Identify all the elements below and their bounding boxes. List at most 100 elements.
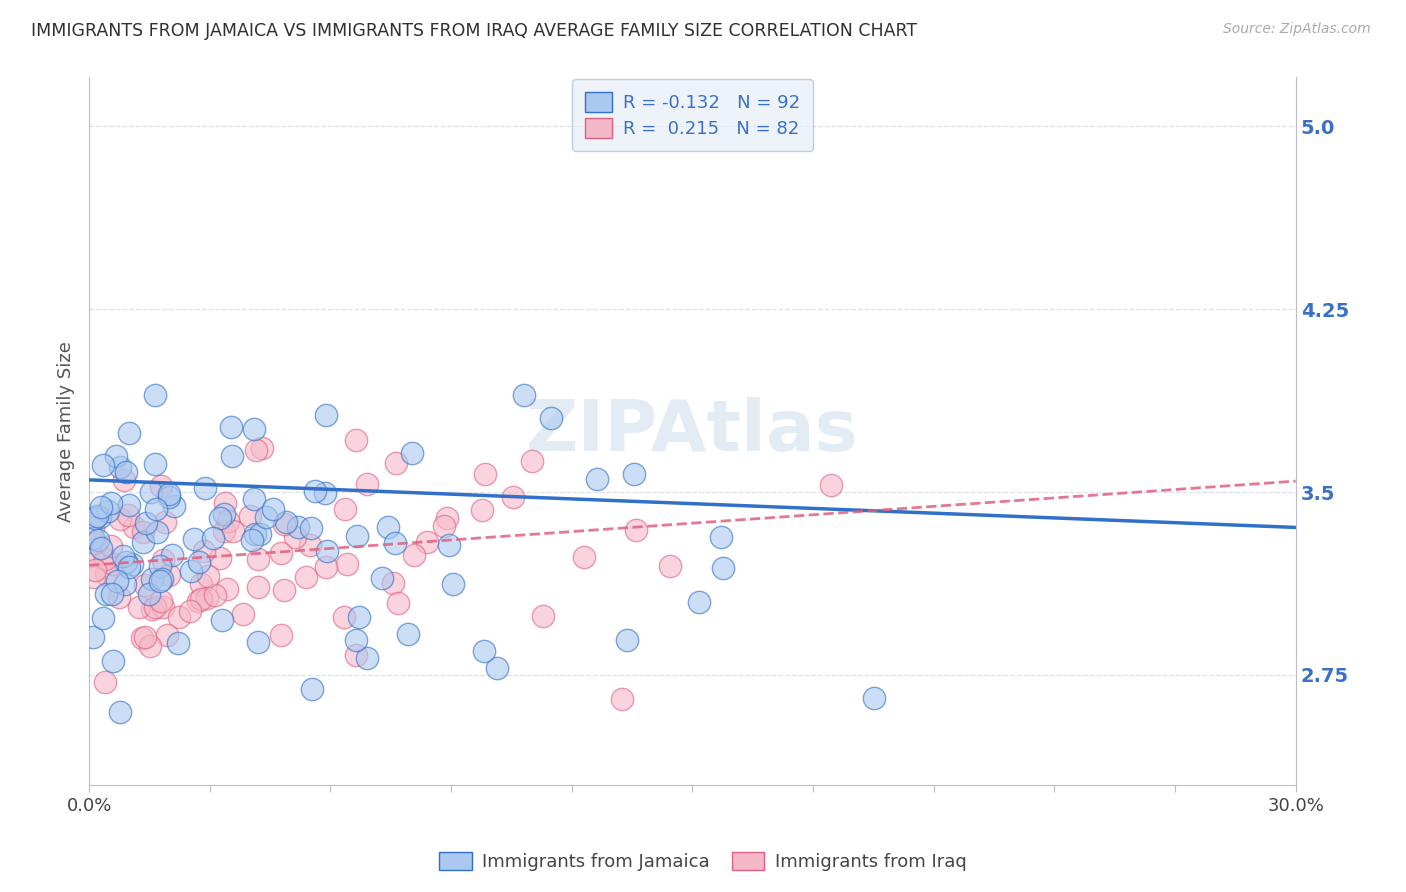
Point: [134, 578, 156, 592]
Point: [156, 628, 179, 642]
Point: [143, 387, 166, 401]
Point: [688, 595, 710, 609]
Point: [540, 410, 562, 425]
Point: [84, 563, 107, 577]
Point: [211, 613, 233, 627]
Point: [612, 692, 634, 706]
Point: [402, 548, 425, 562]
Point: [143, 457, 166, 471]
Point: [118, 425, 141, 440]
Point: [520, 453, 543, 467]
Point: [208, 511, 231, 525]
Point: [134, 630, 156, 644]
Point: [502, 491, 524, 505]
Point: [204, 588, 226, 602]
Point: [212, 524, 235, 538]
Point: [128, 599, 150, 614]
Point: [221, 450, 243, 464]
Point: [111, 549, 134, 563]
Point: [190, 577, 212, 591]
Point: [384, 456, 406, 470]
Point: [382, 576, 405, 591]
Point: [195, 591, 218, 605]
Y-axis label: Average Family Size: Average Family Size: [58, 341, 75, 522]
Point: [623, 467, 645, 481]
Point: [344, 633, 367, 648]
Point: [103, 557, 125, 571]
Point: [121, 557, 143, 571]
Point: [141, 485, 163, 500]
Point: [299, 521, 322, 535]
Point: [163, 499, 186, 513]
Point: [346, 529, 368, 543]
Point: [217, 514, 239, 528]
Point: [84, 535, 107, 549]
Point: [574, 550, 596, 565]
Text: IMMIGRANTS FROM JAMAICA VS IMMIGRANTS FROM IRAQ AVERAGE FAMILY SIZE CORRELATION : IMMIGRANTS FROM JAMAICA VS IMMIGRANTS FR…: [31, 22, 917, 40]
Point: [132, 525, 155, 540]
Point: [89, 509, 111, 524]
Point: [149, 594, 172, 608]
Point: [82, 521, 104, 535]
Point: [141, 572, 163, 586]
Point: [141, 602, 163, 616]
Point: [208, 550, 231, 565]
Point: [82, 531, 104, 545]
Point: [474, 467, 496, 481]
Text: Source: ZipAtlas.com: Source: ZipAtlas.com: [1223, 22, 1371, 37]
Point: [145, 600, 167, 615]
Point: [238, 509, 260, 524]
Point: [262, 501, 284, 516]
Point: [112, 473, 135, 487]
Point: [152, 553, 174, 567]
Point: [180, 564, 202, 578]
Point: [160, 548, 183, 562]
Point: [295, 570, 318, 584]
Point: [254, 510, 277, 524]
Point: [90, 541, 112, 555]
Point: [250, 441, 273, 455]
Point: [624, 523, 647, 537]
Point: [150, 572, 173, 586]
Point: [101, 587, 124, 601]
Point: [377, 520, 399, 534]
Point: [152, 600, 174, 615]
Point: [301, 681, 323, 696]
Point: [188, 555, 211, 569]
Point: [94, 567, 117, 582]
Point: [616, 632, 638, 647]
Point: [212, 507, 235, 521]
Point: [304, 484, 326, 499]
Point: [97, 504, 120, 518]
Point: [135, 516, 157, 531]
Point: [315, 559, 337, 574]
Point: [131, 631, 153, 645]
Point: [245, 527, 267, 541]
Point: [145, 501, 167, 516]
Point: [356, 650, 378, 665]
Point: [287, 520, 309, 534]
Text: ZIPAtlas: ZIPAtlas: [526, 397, 859, 466]
Point: [86, 508, 108, 523]
Point: [82, 630, 104, 644]
Point: [222, 524, 245, 539]
Point: [91, 610, 114, 624]
Point: [433, 518, 456, 533]
Point: [415, 535, 437, 549]
Point: [710, 530, 733, 544]
Point: [197, 569, 219, 583]
Point: [108, 590, 131, 604]
Legend: Immigrants from Jamaica, Immigrants from Iraq: Immigrants from Jamaica, Immigrants from…: [432, 845, 974, 879]
Point: [436, 510, 458, 524]
Point: [108, 459, 131, 474]
Point: [314, 485, 336, 500]
Point: [471, 503, 494, 517]
Point: [94, 551, 117, 566]
Point: [118, 498, 141, 512]
Point: [356, 477, 378, 491]
Point: [167, 610, 190, 624]
Point: [243, 491, 266, 506]
Point: [100, 539, 122, 553]
Point: [194, 481, 217, 495]
Point: [190, 592, 212, 607]
